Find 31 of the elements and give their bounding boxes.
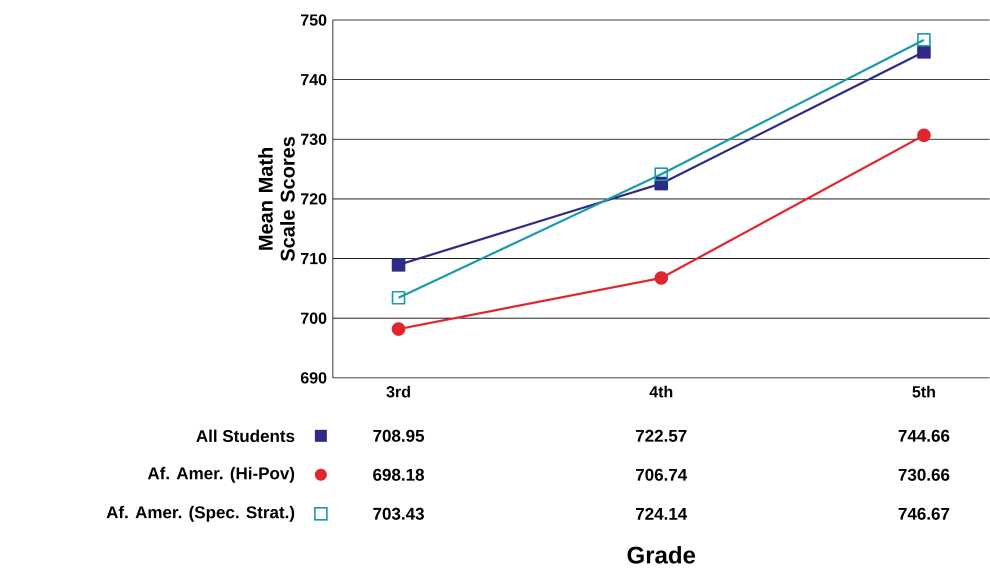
point	[917, 128, 931, 142]
legend-label: Af. Amer. (Spec. Strat.)	[106, 506, 294, 522]
y-tick-label: 700	[301, 312, 326, 324]
point	[654, 168, 668, 182]
data-label: 746.67	[898, 508, 950, 520]
data-label: 722.57	[636, 430, 686, 442]
y-axis-title: Mean Math Scale Scores	[258, 137, 295, 262]
point	[917, 33, 931, 47]
x-tick-label: 5th	[912, 386, 935, 398]
data-label: 703.43	[373, 508, 424, 520]
data-label: 744.66	[898, 430, 950, 442]
y-tick-label: 750	[301, 14, 326, 26]
data-label: 698.18	[373, 468, 424, 481]
legend-label: Af. Amer. (Hi-Pov)	[148, 467, 294, 483]
y-tick-label: 710	[301, 253, 326, 264]
data-label: 708.95	[373, 430, 424, 442]
x-tick-label: 4th	[649, 386, 672, 398]
y-tick-label: 720	[301, 193, 326, 205]
y-tick-label: 730	[301, 134, 326, 146]
point	[392, 258, 406, 272]
point	[654, 271, 668, 285]
point	[392, 291, 406, 305]
data-label: 706.74	[636, 468, 688, 481]
legend-label: All Students	[196, 430, 294, 442]
x-tick-label: 3rd	[386, 386, 410, 398]
point	[392, 322, 406, 336]
data-label: 724.14	[636, 508, 688, 520]
data-label: 730.66	[898, 468, 950, 481]
text: Grade	[628, 546, 696, 564]
y-tick-label: 740	[301, 74, 326, 86]
y-tick-label: 690	[300, 372, 326, 384]
